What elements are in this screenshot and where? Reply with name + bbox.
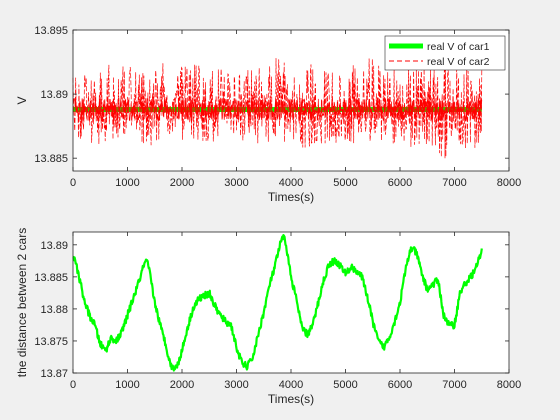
x-tick-label: 1000 [115,177,139,189]
x-tick-label: 1000 [115,379,139,391]
distance-ticks: 0 1000 2000 3000 4000 5000 6000 7000 8000 13.87 13… [34,232,521,391]
y-tick-label: 13.87 [40,368,68,380]
x-tick-label: 8000 [497,177,521,189]
distance-x-axis-label: Times(s) [268,392,314,406]
legend-label-car1: real V of car1 [427,41,490,53]
legend-label-car2: real V of car2 [427,56,490,68]
series-line-car2-core [72,97,483,122]
x-tick-label: 4000 [279,379,303,391]
x-tick-label: 3000 [224,177,248,189]
velocity-y-axis-label: V [15,96,29,104]
distance-plot-area [73,232,509,373]
y-tick-label: 13.89 [40,89,68,101]
velocity-legend: real V of car1 real V of car2 [384,35,506,71]
legend-box [384,35,506,71]
y-tick-label: 13.88 [40,304,68,316]
x-tick-label: 5000 [333,177,357,189]
y-tick-label: 13.885 [34,153,68,165]
x-tick-label: 7000 [442,379,466,391]
velocity-ticks: 0 1000 2000 3000 4000 5000 6000 7000 8000 13.885 1… [34,25,521,189]
series-line-distance [72,234,483,372]
velocity-plot: 0 1000 2000 3000 4000 5000 6000 7000 8000 13.885 1… [15,25,521,204]
x-tick-label: 2000 [170,379,194,391]
y-tick-label: 13.875 [34,336,68,348]
y-tick-label: 13.89 [40,240,68,252]
distance-series-layer [72,234,483,372]
distance-y-axis-label: the distance between 2 cars [15,228,29,377]
x-tick-label: 2000 [170,177,194,189]
y-tick-label: 13.885 [34,272,68,284]
x-tick-label: 4000 [279,177,303,189]
x-tick-label: 6000 [388,177,412,189]
x-tick-label: 0 [70,177,76,189]
x-tick-label: 8000 [497,379,521,391]
x-tick-label: 6000 [388,379,412,391]
x-tick-label: 0 [70,379,76,391]
y-tick-label: 13.895 [34,25,68,37]
velocity-x-axis-label: Times(s) [268,190,314,204]
distance-plot: 0 1000 2000 3000 4000 5000 6000 7000 8000 13.87 13… [15,228,521,406]
x-tick-label: 7000 [442,177,466,189]
x-tick-label: 5000 [333,379,357,391]
x-tick-label: 3000 [224,379,248,391]
